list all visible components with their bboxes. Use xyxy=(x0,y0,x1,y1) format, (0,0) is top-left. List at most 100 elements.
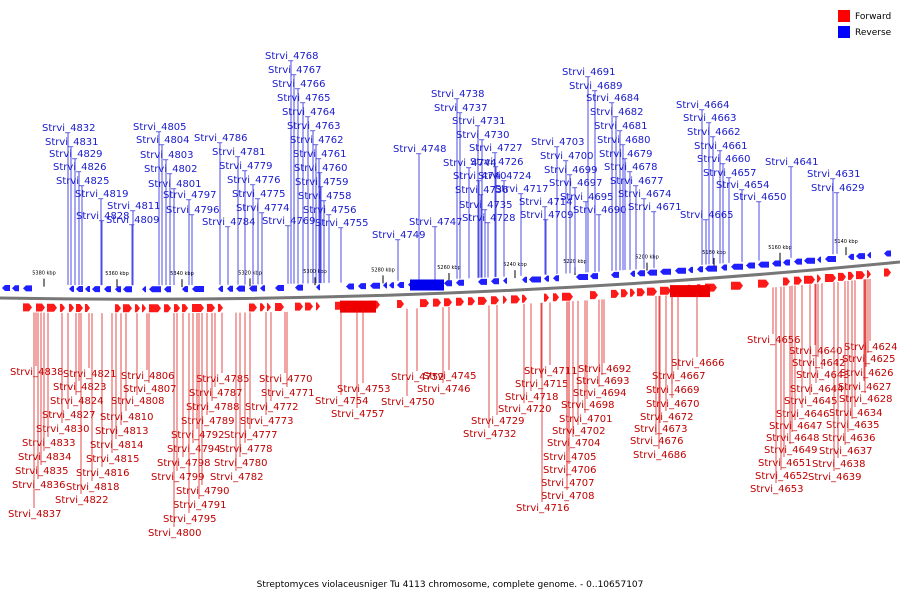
forward-gene-label[interactable]: Strvi_4782 xyxy=(210,472,264,483)
forward-gene-label[interactable]: Strvi_4708 xyxy=(541,491,595,502)
reverse-gene-label[interactable]: Strvi_4654 xyxy=(716,180,770,191)
forward-gene-label[interactable]: Strvi_4807 xyxy=(123,384,177,395)
forward-gene-label[interactable]: Strvi_4705 xyxy=(543,452,597,463)
reverse-gene-label[interactable]: Strvi_4797 xyxy=(163,190,217,201)
forward-gene-label[interactable]: Strvi_4639 xyxy=(808,472,862,483)
forward-gene-label[interactable]: Strvi_4626 xyxy=(840,368,894,379)
forward-gene-label[interactable]: Strvi_4667 xyxy=(652,371,706,382)
reverse-gene-label[interactable]: Strvi_4641 xyxy=(765,157,819,168)
forward-gene-label[interactable]: Strvi_4813 xyxy=(95,426,149,437)
reverse-gene-label[interactable]: Strvi_4677 xyxy=(610,176,664,187)
reverse-gene-label[interactable]: Strvi_4737 xyxy=(434,103,488,114)
reverse-gene-label[interactable]: Strvi_4740 xyxy=(453,171,507,182)
reverse-gene-label[interactable]: Strvi_4709 xyxy=(520,210,574,221)
forward-gene-label[interactable]: Strvi_4643 xyxy=(796,370,850,381)
reverse-gene-label[interactable]: Strvi_4809 xyxy=(106,215,160,226)
reverse-gene-label[interactable]: Strvi_4796 xyxy=(166,205,220,216)
reverse-gene-label[interactable]: Strvi_4680 xyxy=(597,135,651,146)
forward-gene-label[interactable]: Strvi_4827 xyxy=(42,410,96,421)
forward-gene-label[interactable]: Strvi_4676 xyxy=(630,436,684,447)
forward-gene-label[interactable]: Strvi_4780 xyxy=(214,458,268,469)
forward-gene-label[interactable]: Strvi_4745 xyxy=(423,371,477,382)
forward-gene-label[interactable]: Strvi_4771 xyxy=(261,388,315,399)
forward-gene-label[interactable]: Strvi_4834 xyxy=(18,452,72,463)
forward-gene-label[interactable]: Strvi_4711 xyxy=(524,366,578,377)
reverse-gene-label[interactable]: Strvi_4717 xyxy=(495,184,549,195)
reverse-gene-label[interactable]: Strvi_4664 xyxy=(676,100,730,111)
reverse-gene-label[interactable]: Strvi_4689 xyxy=(569,81,623,92)
forward-gene-label[interactable]: Strvi_4837 xyxy=(8,509,62,520)
forward-gene-label[interactable]: Strvi_4822 xyxy=(55,495,109,506)
reverse-gene-label[interactable]: Strvi_4731 xyxy=(452,116,506,127)
forward-gene-label[interactable]: Strvi_4638 xyxy=(812,459,866,470)
forward-gene-label[interactable]: Strvi_4653 xyxy=(750,484,804,495)
forward-gene-label[interactable]: Strvi_4836 xyxy=(12,480,66,491)
forward-gene-label[interactable]: Strvi_4808 xyxy=(111,396,165,407)
forward-gene-label[interactable]: Strvi_4757 xyxy=(331,409,385,420)
reverse-gene-label[interactable]: Strvi_4761 xyxy=(293,149,347,160)
forward-gene-label[interactable]: Strvi_4669 xyxy=(646,385,700,396)
forward-gene-label[interactable]: Strvi_4824 xyxy=(50,396,104,407)
forward-gene-label[interactable]: Strvi_4693 xyxy=(576,376,630,387)
forward-gene-label[interactable]: Strvi_4673 xyxy=(634,424,688,435)
forward-gene-label[interactable]: Strvi_4670 xyxy=(646,399,700,410)
reverse-gene-label[interactable]: Strvi_4699 xyxy=(544,165,598,176)
reverse-gene-label[interactable]: Strvi_4674 xyxy=(618,189,672,200)
reverse-gene-label[interactable]: Strvi_4755 xyxy=(315,218,369,229)
reverse-gene-label[interactable]: Strvi_4764 xyxy=(282,107,336,118)
forward-gene-label[interactable]: Strvi_4838 xyxy=(10,367,64,378)
reverse-gene-label[interactable]: Strvi_4774 xyxy=(236,203,290,214)
forward-gene-label[interactable]: Strvi_4732 xyxy=(463,429,517,440)
reverse-gene-label[interactable]: Strvi_4776 xyxy=(227,175,281,186)
forward-gene-label[interactable]: Strvi_4694 xyxy=(573,388,627,399)
forward-gene-label[interactable]: Strvi_4785 xyxy=(196,374,250,385)
forward-gene-label[interactable]: Strvi_4815 xyxy=(86,454,140,465)
forward-gene-label[interactable]: Strvi_4818 xyxy=(66,482,120,493)
reverse-gene-label[interactable]: Strvi_4781 xyxy=(212,147,266,158)
reverse-gene-label[interactable]: Strvi_4747 xyxy=(409,217,463,228)
reverse-gene-label[interactable]: Strvi_4828 xyxy=(76,211,130,222)
reverse-gene-label[interactable]: Strvi_4681 xyxy=(594,121,648,132)
reverse-gene-label[interactable]: Strvi_4803 xyxy=(140,150,194,161)
reverse-gene-label[interactable]: Strvi_4679 xyxy=(599,149,653,160)
reverse-gene-label[interactable]: Strvi_4786 xyxy=(194,133,248,144)
forward-gene-label[interactable]: Strvi_4795 xyxy=(163,514,217,525)
forward-gene-label[interactable]: Strvi_4833 xyxy=(22,438,76,449)
reverse-gene-label[interactable]: Strvi_4829 xyxy=(49,149,103,160)
reverse-gene-label[interactable]: Strvi_4631 xyxy=(807,169,861,180)
reverse-gene-label[interactable]: Strvi_4762 xyxy=(290,135,344,146)
reverse-gene-label[interactable]: Strvi_4703 xyxy=(531,137,585,148)
forward-gene-label[interactable]: Strvi_4754 xyxy=(315,396,369,407)
forward-gene-label[interactable]: Strvi_4686 xyxy=(633,450,687,461)
reverse-gene-label[interactable]: Strvi_4832 xyxy=(42,123,96,134)
forward-gene-label[interactable]: Strvi_4746 xyxy=(417,384,471,395)
forward-gene-label[interactable]: Strvi_4702 xyxy=(552,426,606,437)
forward-gene-label[interactable]: Strvi_4645 xyxy=(784,396,838,407)
forward-gene-label[interactable]: Strvi_4625 xyxy=(842,354,896,365)
reverse-gene-label[interactable]: Strvi_4775 xyxy=(232,189,286,200)
reverse-gene-label[interactable]: Strvi_4802 xyxy=(144,164,198,175)
forward-gene-label[interactable]: Strvi_4787 xyxy=(189,388,243,399)
reverse-gene-label[interactable]: Strvi_4695 xyxy=(560,192,614,203)
reverse-gene-label[interactable]: Strvi_4684 xyxy=(586,93,640,104)
forward-gene-label[interactable]: Strvi_4698 xyxy=(561,400,615,411)
forward-gene-label[interactable]: Strvi_4648 xyxy=(766,433,820,444)
forward-gene-label[interactable]: Strvi_4656 xyxy=(747,335,801,346)
reverse-gene-label[interactable]: Strvi_4744 xyxy=(443,158,497,169)
reverse-gene-label[interactable]: Strvi_4663 xyxy=(683,113,737,124)
forward-gene-label[interactable]: Strvi_4772 xyxy=(245,402,299,413)
reverse-gene-label[interactable]: Strvi_4765 xyxy=(277,93,331,104)
forward-gene-label[interactable]: Strvi_4701 xyxy=(559,414,613,425)
reverse-gene-label[interactable]: Strvi_4779 xyxy=(219,161,273,172)
forward-gene-label[interactable]: Strvi_4806 xyxy=(121,371,175,382)
forward-gene-label[interactable]: Strvi_4792 xyxy=(171,430,225,441)
forward-gene-label[interactable]: Strvi_4672 xyxy=(640,412,694,423)
forward-gene-label[interactable]: Strvi_4773 xyxy=(240,416,294,427)
reverse-gene-label[interactable]: Strvi_4682 xyxy=(590,107,644,118)
forward-gene-label[interactable]: Strvi_4706 xyxy=(543,465,597,476)
reverse-gene-label[interactable]: Strvi_4691 xyxy=(562,67,616,78)
forward-gene-label[interactable]: Strvi_4634 xyxy=(829,408,883,419)
reverse-gene-label[interactable]: Strvi_4728 xyxy=(462,213,516,224)
reverse-gene-label[interactable]: Strvi_4690 xyxy=(573,205,627,216)
reverse-gene-label[interactable]: Strvi_4726 xyxy=(470,157,524,168)
